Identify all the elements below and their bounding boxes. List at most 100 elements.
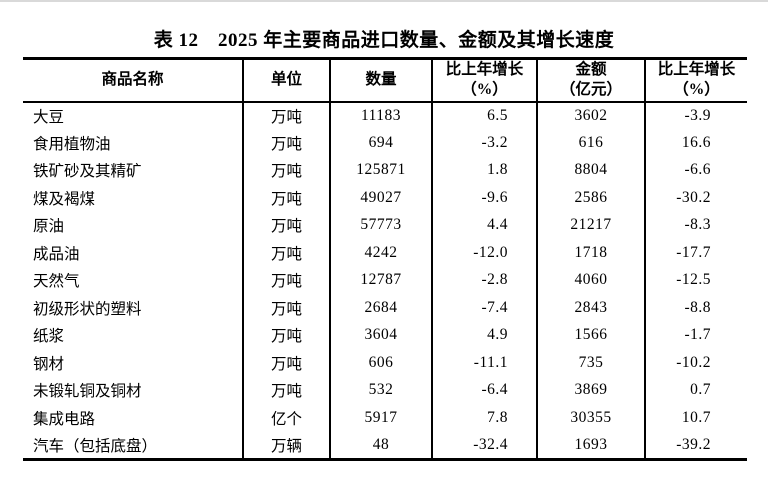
cell-quantity-growth: -2.8 xyxy=(431,266,537,294)
cell-unit: 万吨 xyxy=(242,266,330,294)
cell-quantity: 11183 xyxy=(329,101,432,129)
cell-amount-growth: -17.7 xyxy=(644,239,747,267)
cell-amount-growth: -1.7 xyxy=(644,321,747,349)
cell-commodity-name: 汽车（包括底盘） xyxy=(33,437,158,455)
cell-commodity-name: 纸浆 xyxy=(33,328,65,346)
cell-quantity: 57773 xyxy=(329,211,432,239)
cell-quantity: 49027 xyxy=(329,184,432,212)
cell-quantity-growth: 4.4 xyxy=(431,211,537,239)
table-row: 汽车（包括底盘） 万辆 48 -32.4 1693 -39.2 xyxy=(23,431,747,459)
cell-quantity: 3604 xyxy=(329,321,432,349)
header-amount-growth: 比上年增长 （%） xyxy=(644,58,747,103)
cell-amount: 8804 xyxy=(536,156,645,184)
cell-quantity: 4242 xyxy=(329,239,432,267)
cell-amount: 3869 xyxy=(536,376,645,404)
cell-amount-growth: -8.8 xyxy=(644,294,747,322)
cell-amount-growth: -8.3 xyxy=(644,211,747,239)
table-row: 煤及褐煤 万吨 49027 -9.6 2586 -30.2 xyxy=(23,184,747,212)
cell-unit: 万吨 xyxy=(242,211,330,239)
cell-commodity-name: 煤及褐煤 xyxy=(33,190,96,208)
table-row: 初级形状的塑料 万吨 2684 -7.4 2843 -8.8 xyxy=(23,294,747,322)
header-row: 商品名称 单位 数量 比上年增长 （%） 金额 （亿元） 比上年增长 （%） xyxy=(23,58,747,103)
cell-quantity-growth: -3.2 xyxy=(431,129,537,157)
cell-unit: 万吨 xyxy=(242,239,330,267)
table-row: 大豆 万吨 11183 6.5 3602 -3.9 xyxy=(23,101,747,129)
header-quantity-growth: 比上年增长 （%） xyxy=(431,58,537,103)
cell-commodity-name: 天然气 xyxy=(33,273,80,291)
cell-amount-growth: -10.2 xyxy=(644,349,747,377)
cell-amount-growth: 16.6 xyxy=(644,129,747,157)
table-row: 集成电路 亿个 5917 7.8 30355 10.7 xyxy=(23,404,747,432)
cell-amount: 1693 xyxy=(536,431,645,459)
cell-amount: 616 xyxy=(536,129,645,157)
cell-amount-growth: -39.2 xyxy=(644,431,747,459)
cell-quantity-growth: -7.4 xyxy=(431,294,537,322)
cell-commodity-name: 原油 xyxy=(33,218,65,236)
cell-commodity-name: 钢材 xyxy=(33,355,65,373)
cell-quantity: 606 xyxy=(329,349,432,377)
cell-amount: 1718 xyxy=(536,239,645,267)
header-quantity: 数量 xyxy=(329,58,432,103)
cell-quantity: 5917 xyxy=(329,404,432,432)
cell-unit: 万吨 xyxy=(242,129,330,157)
table-title: 表 12 2025 年主要商品进口数量、金额及其增长速度 xyxy=(153,30,615,51)
cell-amount: 2586 xyxy=(536,184,645,212)
table-row: 原油 万吨 57773 4.4 21217 -8.3 xyxy=(23,211,747,239)
cell-unit: 万吨 xyxy=(242,294,330,322)
cell-amount-growth: 10.7 xyxy=(644,404,747,432)
cell-unit: 亿个 xyxy=(242,404,330,432)
cell-quantity: 2684 xyxy=(329,294,432,322)
cell-amount-growth: -12.5 xyxy=(644,266,747,294)
cell-commodity-name: 大豆 xyxy=(33,108,65,126)
table-row: 天然气 万吨 12787 -2.8 4060 -12.5 xyxy=(23,266,747,294)
cell-commodity-name: 集成电路 xyxy=(33,410,96,428)
cell-quantity: 125871 xyxy=(329,156,432,184)
cell-amount: 21217 xyxy=(536,211,645,239)
cell-amount-growth: 0.7 xyxy=(644,376,747,404)
cell-quantity: 694 xyxy=(329,129,432,157)
header-amount: 金额 （亿元） xyxy=(536,58,645,103)
cell-quantity-growth: -11.1 xyxy=(431,349,537,377)
table-row: 食用植物油 万吨 694 -3.2 616 16.6 xyxy=(23,129,747,157)
cell-quantity: 48 xyxy=(329,431,432,459)
cell-quantity-growth: 6.5 xyxy=(431,101,537,129)
cell-commodity-name: 成品油 xyxy=(33,245,80,263)
cell-amount: 30355 xyxy=(536,404,645,432)
cell-quantity-growth: -6.4 xyxy=(431,376,537,404)
cell-unit: 万吨 xyxy=(242,156,330,184)
header-unit: 单位 xyxy=(242,58,330,103)
table-body: 大豆 万吨 11183 6.5 3602 -3.9 食用植物油 万吨 694 -3.2 616 16.… xyxy=(23,101,747,459)
table-row: 钢材 万吨 606 -11.1 735 -10.2 xyxy=(23,349,747,377)
table-row: 未锻轧铜及铜材 万吨 532 -6.4 3869 0.7 xyxy=(23,376,747,404)
cell-quantity-growth: 4.9 xyxy=(431,321,537,349)
table-row: 纸浆 万吨 3604 4.9 1566 -1.7 xyxy=(23,321,747,349)
cell-commodity-name: 铁矿砂及其精矿 xyxy=(33,163,142,181)
table-row: 铁矿砂及其精矿 万吨 125871 1.8 8804 -6.6 xyxy=(23,156,747,184)
cell-amount: 2843 xyxy=(536,294,645,322)
cell-unit: 万吨 xyxy=(242,184,330,212)
cell-quantity: 12787 xyxy=(329,266,432,294)
cell-quantity-growth: -32.4 xyxy=(431,431,537,459)
cell-commodity-name: 食用植物油 xyxy=(33,135,111,153)
cell-amount-growth: -30.2 xyxy=(644,184,747,212)
import-commodities-table: 商品名称 单位 数量 比上年增长 （%） 金额 （亿元） 比上年增长 （%） 大… xyxy=(23,57,747,461)
header-commodity-name: 商品名称 xyxy=(23,58,243,103)
table-row: 成品油 万吨 4242 -12.0 1718 -17.7 xyxy=(23,239,747,267)
cell-amount-growth: -3.9 xyxy=(644,101,747,129)
cell-quantity-growth: 7.8 xyxy=(431,404,537,432)
cell-unit: 万吨 xyxy=(242,321,330,349)
cell-quantity-growth: 1.8 xyxy=(431,156,537,184)
table-header: 商品名称 单位 数量 比上年增长 （%） 金额 （亿元） 比上年增长 （%） xyxy=(23,58,747,103)
cell-amount-growth: -6.6 xyxy=(644,156,747,184)
cell-commodity-name: 未锻轧铜及铜材 xyxy=(33,383,142,401)
cell-unit: 万吨 xyxy=(242,376,330,404)
page-top-edge-artifact xyxy=(0,0,768,2)
cell-quantity-growth: -12.0 xyxy=(431,239,537,267)
cell-quantity-growth: -9.6 xyxy=(431,184,537,212)
cell-quantity: 532 xyxy=(329,376,432,404)
cell-amount: 1566 xyxy=(536,321,645,349)
cell-unit: 万辆 xyxy=(242,431,330,459)
cell-amount: 735 xyxy=(536,349,645,377)
cell-commodity-name: 初级形状的塑料 xyxy=(33,300,142,318)
